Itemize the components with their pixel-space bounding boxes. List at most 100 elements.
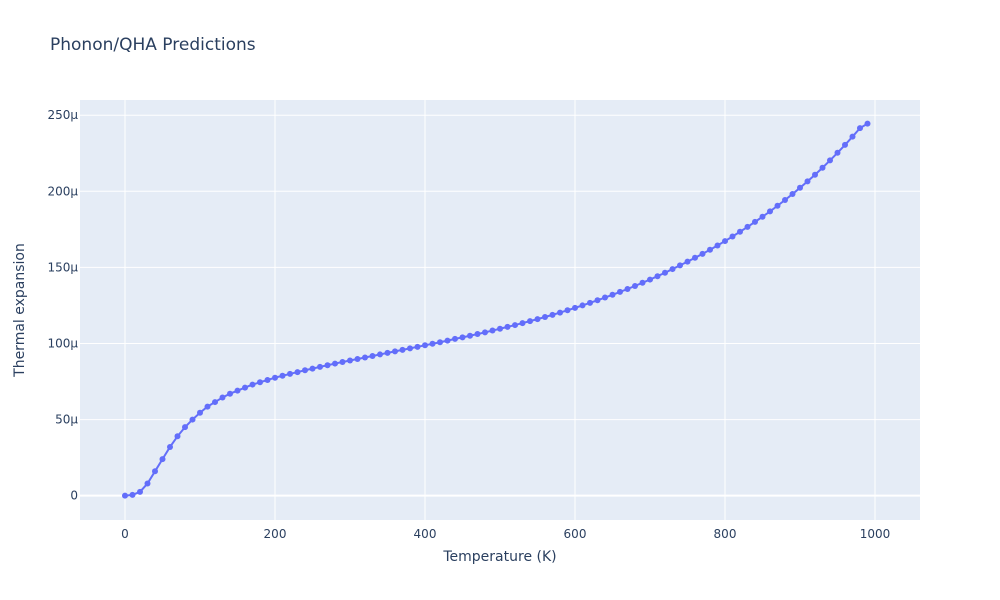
data-point[interactable] (699, 250, 706, 257)
data-point[interactable] (444, 337, 451, 344)
data-point[interactable] (692, 254, 698, 261)
data-point[interactable] (827, 157, 833, 164)
data-point[interactable] (302, 367, 308, 374)
data-point[interactable] (309, 365, 316, 372)
data-point[interactable] (377, 351, 383, 358)
data-point[interactable] (189, 416, 196, 423)
data-point[interactable] (467, 332, 473, 339)
data-point[interactable] (204, 403, 211, 410)
data-point[interactable] (557, 309, 563, 316)
data-point[interactable] (144, 480, 151, 487)
data-point[interactable] (294, 369, 301, 376)
data-point[interactable] (804, 178, 811, 185)
data-point[interactable] (812, 171, 818, 178)
data-point[interactable] (519, 320, 526, 327)
data-point[interactable] (819, 164, 826, 171)
data-point[interactable] (159, 456, 166, 463)
data-point[interactable] (857, 125, 863, 132)
data-point[interactable] (332, 360, 338, 367)
data-point[interactable] (759, 213, 766, 220)
data-point[interactable] (767, 208, 773, 215)
data-point[interactable] (354, 356, 361, 362)
data-point[interactable] (317, 363, 323, 370)
data-point[interactable] (669, 266, 676, 273)
data-point[interactable] (234, 387, 241, 394)
data-point[interactable] (789, 191, 796, 198)
data-point[interactable] (737, 228, 743, 235)
data-point[interactable] (654, 273, 661, 280)
data-point[interactable] (167, 443, 173, 450)
data-point[interactable] (714, 242, 721, 249)
data-point[interactable] (662, 269, 668, 276)
data-point[interactable] (152, 468, 158, 475)
data-point[interactable] (459, 334, 466, 341)
data-point[interactable] (362, 354, 368, 361)
data-point[interactable] (242, 384, 248, 391)
data-point[interactable] (122, 492, 128, 499)
data-point[interactable] (489, 327, 496, 334)
data-point[interactable] (864, 120, 871, 127)
data-point[interactable] (414, 343, 421, 350)
data-point[interactable] (617, 288, 623, 295)
data-point[interactable] (707, 246, 713, 253)
data-point[interactable] (347, 357, 353, 364)
data-point[interactable] (227, 390, 233, 397)
data-point[interactable] (549, 311, 556, 318)
data-point[interactable] (324, 362, 331, 369)
data-point[interactable] (579, 302, 586, 309)
data-point[interactable] (542, 314, 548, 320)
data-point[interactable] (287, 370, 293, 377)
data-point[interactable] (197, 409, 203, 416)
data-point[interactable] (384, 349, 391, 356)
data-point[interactable] (504, 323, 511, 330)
data-point[interactable] (624, 286, 631, 292)
data-point[interactable] (137, 488, 143, 495)
data-point[interactable] (422, 342, 428, 349)
data-point[interactable] (249, 381, 256, 388)
data-point[interactable] (512, 322, 518, 329)
data-point[interactable] (482, 329, 488, 336)
data-point[interactable] (834, 149, 841, 156)
data-point[interactable] (219, 394, 226, 401)
data-point[interactable] (594, 297, 601, 304)
data-point[interactable] (407, 345, 413, 352)
data-point[interactable] (392, 348, 398, 355)
data-point[interactable] (729, 233, 736, 240)
data-point[interactable] (602, 294, 608, 301)
data-point[interactable] (369, 352, 376, 359)
data-point[interactable] (752, 218, 758, 225)
data-point[interactable] (257, 379, 263, 386)
data-point[interactable] (437, 339, 443, 346)
data-point[interactable] (182, 424, 188, 431)
data-point[interactable] (564, 307, 571, 314)
data-point[interactable] (722, 238, 728, 245)
data-point[interactable] (744, 223, 751, 230)
data-point[interactable] (129, 491, 136, 498)
data-point[interactable] (474, 331, 481, 338)
data-point[interactable] (272, 374, 278, 381)
data-point[interactable] (279, 372, 286, 379)
data-point[interactable] (174, 433, 181, 440)
data-point[interactable] (497, 325, 503, 332)
data-point[interactable] (842, 141, 848, 148)
data-point[interactable] (264, 377, 271, 383)
data-point[interactable] (429, 340, 436, 347)
data-point[interactable] (647, 276, 653, 283)
data-point[interactable] (452, 335, 458, 342)
data-point[interactable] (632, 282, 638, 289)
data-point[interactable] (572, 304, 578, 311)
data-point[interactable] (339, 359, 346, 366)
data-point[interactable] (639, 279, 646, 286)
data-point[interactable] (782, 196, 788, 203)
data-point[interactable] (684, 258, 691, 265)
data-point[interactable] (399, 346, 406, 353)
data-point[interactable] (212, 399, 218, 406)
data-point[interactable] (774, 202, 781, 209)
data-point[interactable] (797, 184, 803, 191)
data-point[interactable] (527, 318, 533, 325)
data-point[interactable] (677, 262, 683, 269)
data-point[interactable] (587, 299, 593, 306)
data-point[interactable] (609, 291, 616, 298)
data-point[interactable] (849, 133, 856, 140)
data-point[interactable] (534, 316, 541, 323)
